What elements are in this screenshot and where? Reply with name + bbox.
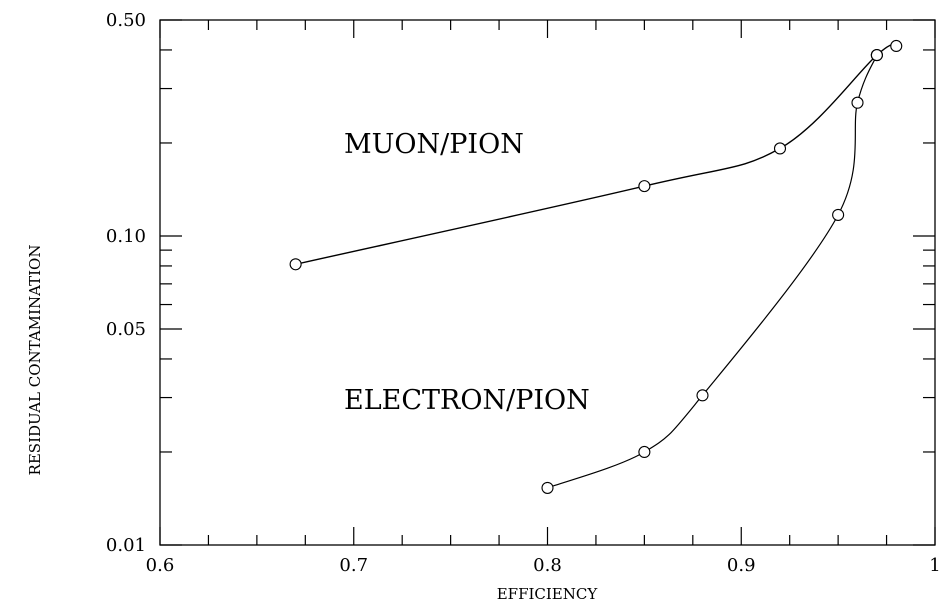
x-axis-title: EFFICIENCY bbox=[497, 585, 599, 603]
x-tick-label: 0.6 bbox=[146, 555, 175, 576]
data-point bbox=[696, 389, 709, 402]
data-point bbox=[638, 180, 651, 193]
data-point bbox=[890, 39, 903, 53]
y-tick-label: 0.05 bbox=[106, 319, 146, 340]
annotation-muon-pion: MUON/PION bbox=[344, 129, 524, 160]
data-point bbox=[289, 258, 302, 271]
series-line-electron-pion bbox=[547, 54, 878, 489]
series-curves bbox=[295, 44, 897, 489]
data-point bbox=[851, 96, 864, 109]
x-tick-label: 1 bbox=[929, 555, 940, 576]
x-tick-label: 0.8 bbox=[533, 555, 562, 576]
y-tick-label: 0.50 bbox=[106, 10, 146, 31]
data-point bbox=[832, 208, 845, 221]
x-tick-label: 0.9 bbox=[727, 555, 756, 576]
y-tick-label: 0.10 bbox=[106, 226, 146, 247]
x-tick-label: 0.7 bbox=[339, 555, 368, 576]
y-axis-ticks bbox=[160, 19, 935, 546]
data-point bbox=[870, 49, 883, 62]
plot-frame bbox=[159, 19, 936, 546]
annotation-electron-pion: ELECTRON/PION bbox=[344, 385, 590, 416]
x-axis-tick-labels: 0.6 0.7 0.8 0.9 1 bbox=[146, 555, 941, 576]
y-axis-tick-labels: 0.01 0.05 0.10 0.50 bbox=[106, 10, 146, 556]
x-axis-ticks bbox=[159, 20, 936, 545]
y-tick-label: 0.01 bbox=[106, 535, 146, 556]
series-markers bbox=[289, 39, 903, 494]
data-point bbox=[773, 142, 787, 155]
data-point bbox=[638, 445, 651, 459]
data-point bbox=[541, 481, 554, 494]
y-axis-title: RESIDUAL CONTAMINATION bbox=[26, 245, 44, 476]
